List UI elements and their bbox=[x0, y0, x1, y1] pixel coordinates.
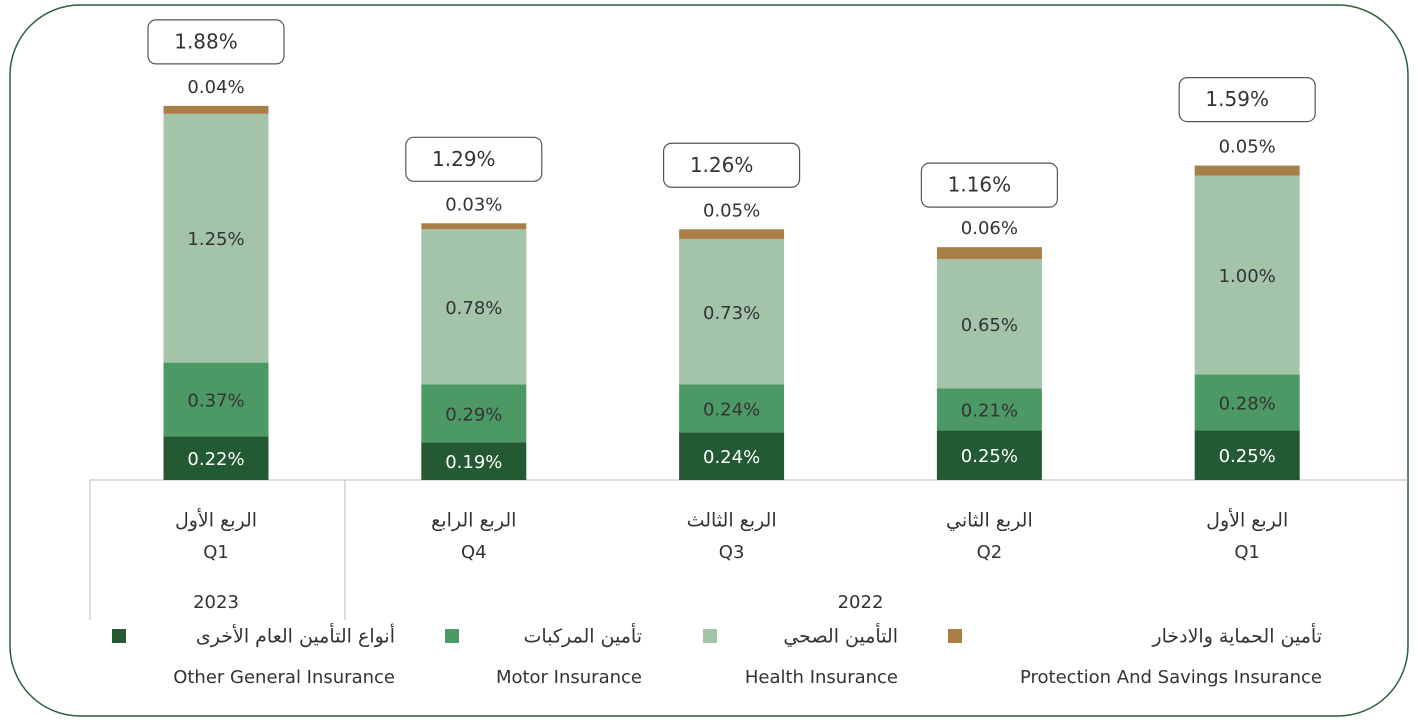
bar-segment bbox=[421, 384, 527, 443]
value-label: 0.73% bbox=[703, 303, 760, 324]
total-label: 1.26% bbox=[690, 153, 754, 177]
value-label: 0.29% bbox=[445, 404, 502, 425]
total-label: 1.29% bbox=[432, 147, 496, 171]
x-tick-label: Q1 bbox=[203, 542, 229, 563]
bar-segment bbox=[679, 432, 785, 480]
bar-segment bbox=[421, 229, 527, 385]
value-label: 0.21% bbox=[961, 400, 1018, 421]
bar-segment bbox=[936, 247, 1042, 260]
bar-segment bbox=[1194, 175, 1300, 375]
value-label: 1.25% bbox=[187, 229, 244, 250]
value-label: 0.05% bbox=[1219, 137, 1276, 158]
x-tick-label: الربع الرابع bbox=[431, 510, 516, 532]
x-tick-label: الربع الثاني bbox=[946, 510, 1033, 532]
total-box bbox=[147, 19, 285, 65]
value-label: 0.06% bbox=[961, 218, 1018, 239]
legend-swatch bbox=[703, 629, 717, 643]
value-label: 0.24% bbox=[703, 447, 760, 468]
total-label: 1.16% bbox=[948, 173, 1012, 197]
legend-label: التأمين الصحي bbox=[783, 623, 898, 648]
value-label: 0.25% bbox=[961, 446, 1018, 467]
total-box bbox=[405, 136, 543, 182]
bar-segment bbox=[679, 229, 785, 240]
total-box bbox=[920, 162, 1059, 208]
frame bbox=[9, 4, 1409, 717]
legend-label: Protection And Savings Insurance bbox=[1020, 667, 1322, 688]
bar-segment bbox=[1194, 165, 1300, 176]
group-label: 2022 bbox=[838, 592, 884, 613]
value-label: 0.78% bbox=[445, 298, 502, 319]
value-label: 0.65% bbox=[961, 315, 1018, 336]
bar-segment bbox=[679, 239, 785, 385]
total-label: 1.88% bbox=[174, 29, 238, 53]
bar-segment bbox=[936, 259, 1042, 389]
bar-segment bbox=[936, 430, 1042, 480]
bar-segment bbox=[421, 223, 527, 230]
bar-segment bbox=[163, 105, 269, 114]
bar-segment bbox=[1194, 374, 1300, 431]
value-label: 0.25% bbox=[1219, 446, 1276, 467]
total-box bbox=[662, 142, 801, 188]
legend-label: Health Insurance bbox=[745, 667, 898, 688]
legend-label: تأمين المركبات bbox=[524, 623, 642, 648]
value-label: 0.28% bbox=[1219, 393, 1276, 414]
legend-swatch bbox=[948, 629, 962, 643]
x-tick-label: Q3 bbox=[719, 542, 745, 563]
x-tick-label: Q4 bbox=[461, 542, 487, 563]
bar-segment bbox=[1194, 430, 1300, 480]
bar-segment bbox=[936, 388, 1042, 431]
x-tick-label: Q2 bbox=[977, 542, 1003, 563]
legend-label: Other General Insurance bbox=[173, 667, 395, 688]
x-tick-label: Q1 bbox=[1234, 542, 1260, 563]
group-label: 2023 bbox=[193, 592, 239, 613]
legend-swatch bbox=[445, 629, 459, 643]
value-label: 1.00% bbox=[1219, 266, 1276, 287]
legend-label: Motor Insurance bbox=[496, 667, 642, 688]
legend-swatch bbox=[112, 629, 126, 643]
bar-segment bbox=[679, 384, 785, 433]
bar-segment bbox=[163, 113, 269, 363]
value-label: 0.05% bbox=[703, 200, 760, 221]
value-label: 0.04% bbox=[187, 77, 244, 98]
value-label: 0.24% bbox=[703, 399, 760, 420]
x-tick-label: الربع الأول bbox=[1206, 509, 1288, 532]
value-label: 0.19% bbox=[445, 452, 502, 473]
value-label: 0.22% bbox=[187, 449, 244, 470]
legend-label: أنواع التأمين العام الأخرى bbox=[196, 623, 395, 648]
total-label: 1.59% bbox=[1205, 87, 1269, 111]
legend-label: تأمين الحماية والادخار bbox=[1151, 623, 1322, 648]
bar-segment bbox=[421, 442, 527, 480]
bar-segment bbox=[163, 362, 269, 437]
value-label: 0.37% bbox=[187, 390, 244, 411]
total-box bbox=[1178, 76, 1316, 123]
bar-segment bbox=[163, 436, 269, 480]
x-tick-label: الربع الثالث bbox=[687, 510, 777, 532]
x-tick-label: الربع الأول bbox=[175, 509, 257, 532]
value-label: 0.03% bbox=[445, 194, 502, 215]
